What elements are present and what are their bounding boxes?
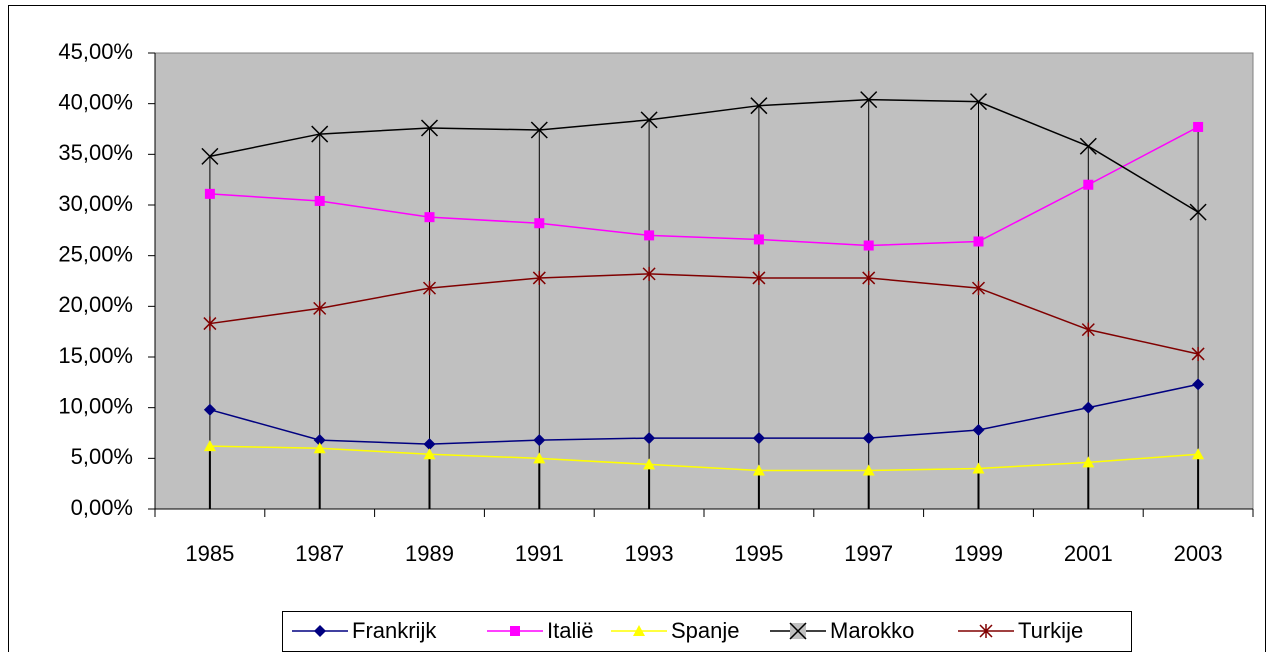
- point: [422, 281, 437, 296]
- point: [969, 93, 988, 111]
- point: [862, 432, 875, 445]
- y-tick-label: 0,00%: [71, 495, 133, 520]
- x-tick-label: 1993: [625, 541, 674, 566]
- plot-area: [154, 52, 1254, 510]
- y-tick-label: 10,00%: [58, 393, 133, 418]
- series-line: [209, 126, 1199, 247]
- x-tick-label: 2001: [1064, 541, 1113, 566]
- point: [971, 281, 986, 296]
- point: [643, 458, 656, 470]
- point: [972, 423, 985, 436]
- point: [423, 438, 436, 451]
- point: [753, 234, 764, 245]
- y-tick-label: 5,00%: [71, 444, 133, 469]
- point: [532, 270, 546, 285]
- y-tick-label: 40,00%: [58, 89, 133, 114]
- point: [643, 432, 656, 445]
- point: [313, 434, 326, 447]
- point: [863, 240, 874, 251]
- point: [973, 236, 984, 247]
- point: [1083, 179, 1094, 190]
- legend-marker: [510, 626, 520, 636]
- point: [1192, 378, 1205, 391]
- y-tick-label: 25,00%: [58, 241, 133, 266]
- legend-label: Marokko: [830, 618, 914, 643]
- point: [862, 464, 875, 476]
- point: [1191, 346, 1205, 361]
- y-tick-label: 45,00%: [58, 39, 133, 64]
- legend-marker: [633, 625, 645, 636]
- x-tick-label: 1989: [405, 541, 454, 566]
- series-line: [209, 273, 1199, 355]
- legend-marker: [789, 622, 807, 640]
- point: [420, 119, 439, 137]
- legend-label: Italië: [547, 618, 593, 643]
- point: [203, 316, 217, 331]
- point: [313, 301, 327, 316]
- point: [1193, 121, 1204, 132]
- point: [530, 121, 548, 139]
- legend-label: Spanje: [671, 618, 740, 643]
- point: [203, 403, 216, 416]
- series-line: [209, 98, 1199, 213]
- legend-label: Frankrijk: [352, 618, 437, 643]
- series-line: [209, 383, 1199, 445]
- point: [860, 91, 878, 109]
- series-line: [209, 445, 1199, 472]
- point: [203, 440, 216, 452]
- y-tick-label: 35,00%: [58, 140, 133, 165]
- point: [750, 97, 768, 115]
- point: [314, 195, 325, 206]
- point: [201, 147, 219, 165]
- point: [1079, 137, 1097, 155]
- x-tick-label: 1999: [954, 541, 1003, 566]
- x-tick-label: 1985: [185, 541, 234, 566]
- point: [642, 266, 656, 281]
- legend-marker: [314, 625, 326, 637]
- x-tick-label: 1997: [844, 541, 893, 566]
- point: [752, 270, 766, 285]
- point: [533, 452, 546, 464]
- point: [752, 464, 765, 476]
- x-tick-label: 1991: [515, 541, 564, 566]
- point: [862, 270, 876, 285]
- y-tick-label: 20,00%: [58, 292, 133, 317]
- x-tick-label: 1987: [295, 541, 344, 566]
- point: [313, 442, 326, 454]
- point: [1192, 448, 1205, 460]
- point: [534, 218, 545, 229]
- point: [1081, 322, 1095, 337]
- point: [311, 125, 329, 143]
- legend-label: Turkije: [1018, 618, 1083, 643]
- point: [204, 188, 215, 199]
- x-tick-label: 2003: [1174, 541, 1223, 566]
- point: [533, 434, 546, 447]
- point: [972, 462, 985, 474]
- point: [1082, 456, 1095, 468]
- point: [644, 230, 655, 241]
- point: [423, 448, 436, 460]
- point: [1082, 401, 1095, 414]
- point: [424, 212, 435, 223]
- point: [640, 111, 658, 129]
- point: [1189, 203, 1207, 221]
- x-tick-label: 1995: [734, 541, 783, 566]
- legend-marker: [979, 624, 993, 638]
- point: [752, 432, 765, 445]
- y-tick-label: 15,00%: [58, 343, 133, 368]
- y-tick-label: 30,00%: [58, 191, 133, 216]
